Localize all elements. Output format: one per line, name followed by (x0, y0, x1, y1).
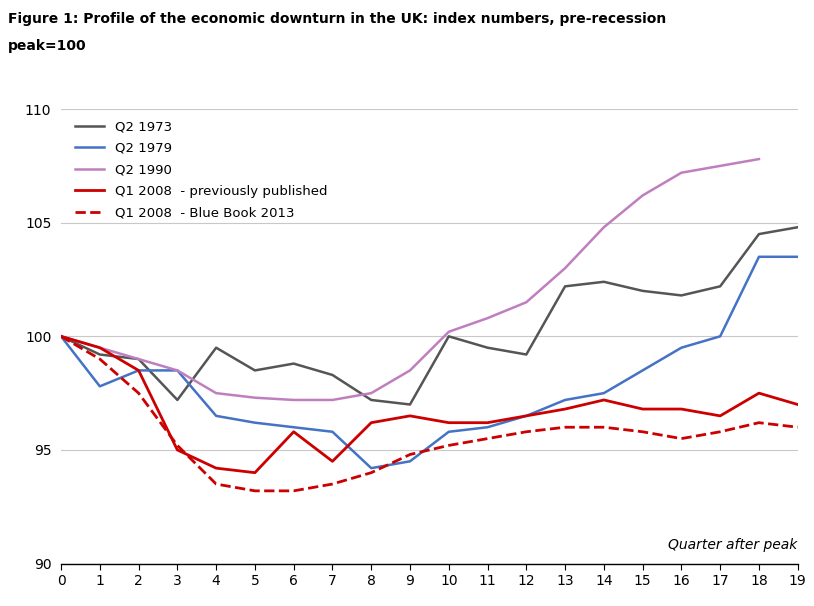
Text: Figure 1: Profile of the economic downturn in the UK: index numbers, pre-recessi: Figure 1: Profile of the economic downtu… (8, 12, 667, 26)
Text: Quarter after peak: Quarter after peak (668, 538, 798, 552)
Legend: Q2 1973, Q2 1979, Q2 1990, Q1 2008  - previously published, Q1 2008  - Blue Book: Q2 1973, Q2 1979, Q2 1990, Q1 2008 - pre… (75, 120, 327, 219)
Text: peak=100: peak=100 (8, 39, 87, 53)
